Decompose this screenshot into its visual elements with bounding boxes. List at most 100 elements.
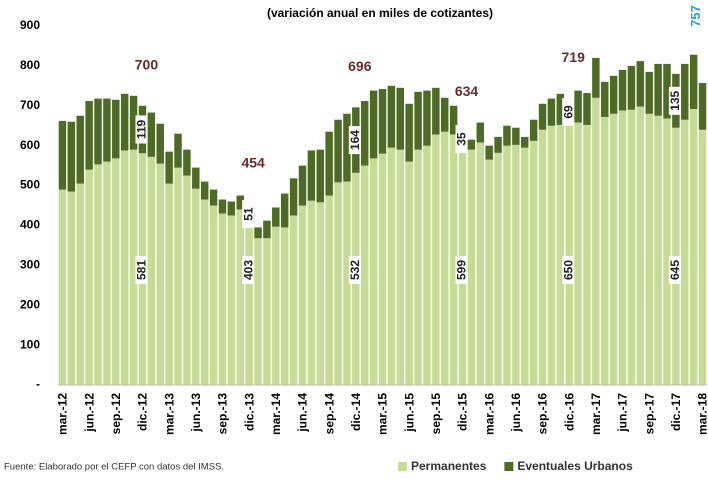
bar-segment [414,91,422,150]
x-tick-label: sep.-12 [109,393,123,435]
bar-segment [405,103,413,162]
bar-segment [67,191,76,385]
bar-segment [583,93,591,125]
bar-segment [343,181,351,385]
bar-segment [289,178,298,216]
y-tick-label: 900 [20,18,40,32]
bar-segment [316,202,325,385]
bar-segment [378,89,387,154]
bar-segment [218,213,227,385]
bar-segment [289,215,298,385]
bar-segment [103,98,111,162]
label-box [455,256,470,284]
x-tick-label: mar.-17 [589,393,603,435]
x-tick-label: jun.-17 [616,393,630,433]
total-label: 719 [562,49,586,65]
data-label: 164 [348,130,362,150]
legend-swatch [398,462,407,471]
y-tick-label: - [36,377,40,391]
bar-segment [387,85,396,148]
bar-segment [645,71,653,114]
label-box [668,256,683,284]
bar-segment [156,123,164,164]
bar-segment [538,103,547,130]
bar-segment [58,189,67,385]
bar-segment [183,175,191,385]
bar-segment [325,131,333,196]
bar-segment [209,205,218,385]
bar-segment [601,81,609,117]
bar-segment [369,90,378,159]
data-label-group: 69 [561,97,577,126]
bar-segment [94,164,102,385]
bar-segment [521,136,529,148]
bar-segment [627,109,636,386]
data-label-group: 119 [135,115,150,144]
bar-segment [440,97,449,132]
bar-segment [218,199,227,214]
bar-segment [94,98,102,165]
bar-segment [476,142,485,385]
bar-segment [227,215,236,385]
bar-segment [120,150,129,385]
bar-segment [440,131,449,385]
data-label-group: 135 [668,86,683,115]
x-tick-label: mar.-15 [376,393,390,435]
label-box [562,256,577,284]
bar-segment [112,158,120,385]
bar-segment [645,113,653,385]
bar-segment [387,147,396,385]
bar-segment [547,98,556,126]
bar-segment [636,106,645,385]
bar-segment [280,227,289,385]
total-label: 696 [348,58,372,74]
bar-segment [449,134,458,385]
bar-segment [183,149,191,176]
bar-segment [129,95,138,150]
data-label: 135 [668,90,682,110]
y-tick-label: 100 [20,337,40,351]
y-tick-label: 800 [20,58,40,72]
data-label: 119 [135,120,149,140]
bar-segment [592,57,600,98]
bar-segment [663,118,671,385]
data-label: 35 [455,132,469,146]
y-tick-label: 700 [20,98,40,112]
y-tick-label: 200 [20,297,40,311]
data-label: 403 [241,260,255,280]
bar-segment [85,169,93,385]
bar-segment [334,119,342,183]
bar-segment [396,87,405,150]
bar-segment [467,149,476,385]
legend-label: Permanentes [411,459,487,473]
bar-segment [583,124,591,386]
bar-segment [209,189,218,206]
bar-segment [432,87,440,135]
bar-segment [76,183,84,385]
total-label: 757 [688,5,703,27]
bar-segment [254,227,262,239]
bar-segment [547,125,556,385]
label-box [668,86,683,115]
y-tick-label: 300 [20,258,40,272]
y-tick-label: 400 [20,218,40,232]
bar-segment [574,90,582,123]
bar-segment [298,205,307,385]
bar-segment [449,105,458,135]
bar-segment [681,119,689,385]
bar-segment [476,122,485,143]
bar-segment [663,63,671,119]
data-label: 645 [668,260,682,280]
bar-segment [529,119,538,141]
bar-segment [503,145,511,385]
bar-segment [263,238,271,385]
bar-segment [58,120,67,190]
bar-segment [174,133,182,168]
bar-segment [592,97,600,386]
bar-segment [192,167,200,189]
bar-segment [654,63,662,116]
bar-segment [485,159,493,385]
y-tick-label: 500 [20,178,40,192]
bar-segment [192,188,200,385]
bar-segment [512,144,520,385]
